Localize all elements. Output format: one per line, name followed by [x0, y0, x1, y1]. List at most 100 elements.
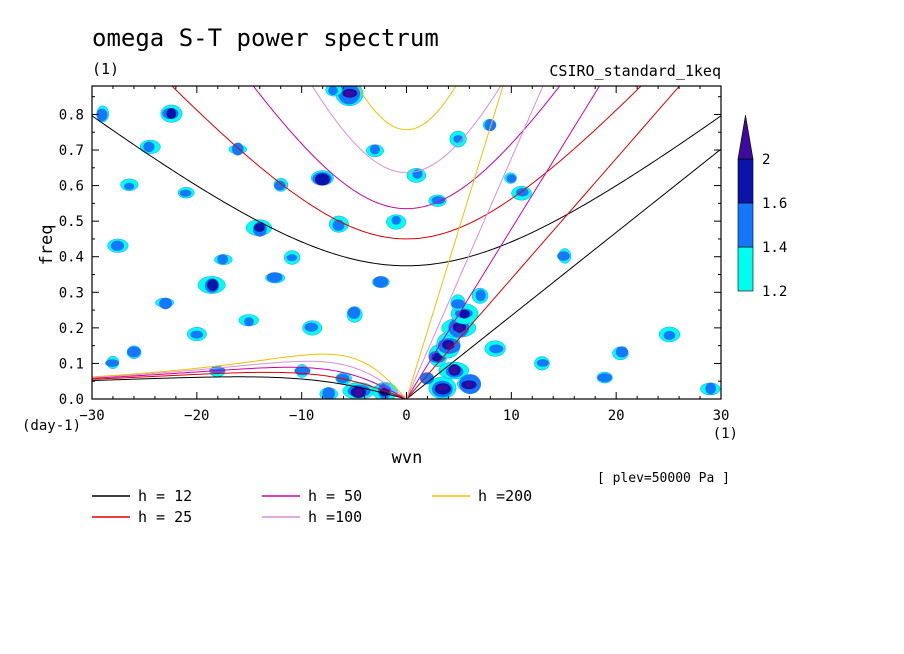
colorbar-segment-0 [737, 246, 754, 292]
contour-blob-14-level-3 [344, 90, 355, 98]
contour-blob-2-level-2 [431, 352, 443, 362]
contour-blob-34-level-1 [506, 174, 517, 183]
curve-er1-h50 [92, 366, 407, 399]
contour-blob-4-level-3 [455, 324, 464, 333]
contour-blob-43-level-1 [705, 382, 716, 395]
contour-blob-21-level-2 [314, 173, 330, 186]
contour-blob-28-level-1 [190, 330, 204, 339]
y-tick-label-5: 0.5 [59, 214, 84, 230]
contour-blob-33-level-1 [431, 196, 446, 205]
contour-blob-54-level-1 [373, 276, 389, 288]
contour-blob-8-level-1 [419, 372, 434, 385]
x-tick-label-10: 10 [503, 408, 520, 424]
y-tick-label-3: 0.3 [59, 285, 84, 301]
chart-subtitle-right: CSIRO_standard_1keq [549, 62, 721, 80]
contour-blob-48-level-1 [274, 180, 286, 191]
colorbar-label-2: 1.6 [762, 196, 787, 212]
contour-blob-17-level-2 [207, 279, 219, 291]
x-tick-label--30: −30 [79, 408, 104, 424]
curve-ig1-h200 [356, 86, 457, 131]
y-tick-label-2: 0.2 [59, 321, 84, 337]
contour-blob-23-level-1 [143, 141, 155, 153]
x-tick-label-30: 30 [713, 408, 730, 424]
x-tick-label--20: −20 [184, 408, 209, 424]
contour-blob-16-level-1 [217, 254, 229, 265]
legend-label-h12: h = 12 [138, 487, 192, 505]
legend-label-h25: h = 25 [138, 508, 192, 526]
colorbar-label-1: 1.4 [762, 240, 787, 256]
curve-kelvin-h100 [406, 86, 544, 399]
contour-blob-27-level-1 [244, 317, 254, 327]
x-unit-label: (1) [713, 426, 738, 442]
contour-blob-3-level-3 [445, 342, 453, 350]
contour-blob-50-level-1 [159, 297, 173, 310]
colorbar-segment-2 [737, 158, 754, 204]
plev-annotation: [ plev=50000 Pa ] [597, 471, 730, 486]
contour-blob-45-level-1 [96, 108, 108, 122]
y-unit-label: (day-1) [22, 418, 81, 434]
dispersion-curves [92, 86, 721, 399]
contour-blob-6-level-1 [451, 299, 465, 309]
curve-er1-h12 [92, 376, 407, 399]
curve-ig1-h50 [252, 86, 561, 210]
contour-blob-37-level-1 [516, 187, 529, 197]
contour-blob-31-level-1 [286, 254, 298, 262]
contour-blob-9-level-3 [465, 381, 473, 388]
colorbar: 1.2 1.4 1.6 2 [737, 114, 787, 300]
contour-blob-36-level-1 [484, 119, 497, 132]
contour-blob-40-level-1 [597, 373, 612, 383]
contour-blob-46-level-1 [124, 182, 135, 190]
contour-blob-42-level-1 [663, 330, 676, 340]
y-tick-label-6: 0.6 [59, 179, 84, 195]
contour-blob-30-level-1 [105, 359, 119, 367]
contour-blob-13-level-1 [322, 387, 335, 399]
curve-kelvin-h50 [406, 86, 601, 399]
legend-label-h100: h =100 [308, 508, 362, 526]
curve-er1-h100 [92, 360, 407, 399]
colorbar-segment-1 [737, 202, 754, 248]
contour-blob-55-level-1 [557, 251, 570, 261]
y-tick-label-1: 0.1 [59, 356, 84, 372]
legend: h = 12 h = 25 h = 50 h =100 h =200 [92, 487, 532, 526]
curve-ig1-h12 [92, 115, 721, 267]
axis-ticks: −30 −20 −10 0 10 20 30 0.0 0.1 0.2 0.3 0.4 0.5 0.6 0.7… [59, 86, 730, 424]
colorbar-extend-triangle [737, 114, 754, 160]
contour-blob-29-level-1 [127, 346, 141, 358]
contour-blob-44-level-1 [536, 359, 549, 367]
curve-kelvin-h12 [406, 148, 721, 399]
power-contours [96, 86, 721, 399]
contour-blob-24-level-1 [110, 240, 125, 252]
contour-blob-41-level-1 [615, 346, 629, 358]
contour-blob-15-level-1 [328, 86, 338, 96]
chart-subtitle-left: (1) [92, 60, 119, 78]
colorbar-label-3: 2 [762, 152, 770, 168]
contour-blob-26-level-1 [347, 306, 361, 319]
x-tick-label-0: 0 [402, 408, 410, 424]
curve-er1-h25 [92, 371, 407, 399]
contour-blob-1-level-3 [449, 366, 459, 374]
contour-blob-51-level-1 [489, 344, 504, 354]
curve-kelvin-h25 [406, 86, 681, 399]
x-tick-label-20: 20 [608, 408, 625, 424]
contour-blob-18-level-1 [266, 272, 283, 283]
contour-blob-10-level-3 [354, 388, 364, 397]
colorbar-label-0: 1.2 [762, 284, 787, 300]
curve-ig1-h100 [311, 86, 502, 174]
contour-blob-5-level-2 [459, 309, 470, 319]
x-tick-label--10: −10 [289, 408, 314, 424]
chart-title: omega S-T power spectrum [92, 24, 439, 52]
x-axis-label: wvn [392, 448, 423, 468]
curve-ig1-h25 [171, 86, 642, 240]
contour-blob-38-level-1 [369, 144, 380, 155]
curve-kelvin-h200 [406, 86, 504, 399]
contour-blob-0-level-3 [438, 385, 449, 391]
contour-blob-19-level-1 [179, 189, 192, 197]
y-tick-label-8: 0.8 [59, 107, 84, 123]
y-tick-label-4: 0.4 [59, 250, 84, 266]
y-tick-label-0: 0.0 [59, 392, 84, 408]
legend-label-h200: h =200 [478, 487, 532, 505]
y-tick-label-7: 0.7 [59, 143, 84, 159]
curve-er1-h200 [92, 353, 407, 399]
contour-blob-25-level-1 [304, 322, 319, 332]
